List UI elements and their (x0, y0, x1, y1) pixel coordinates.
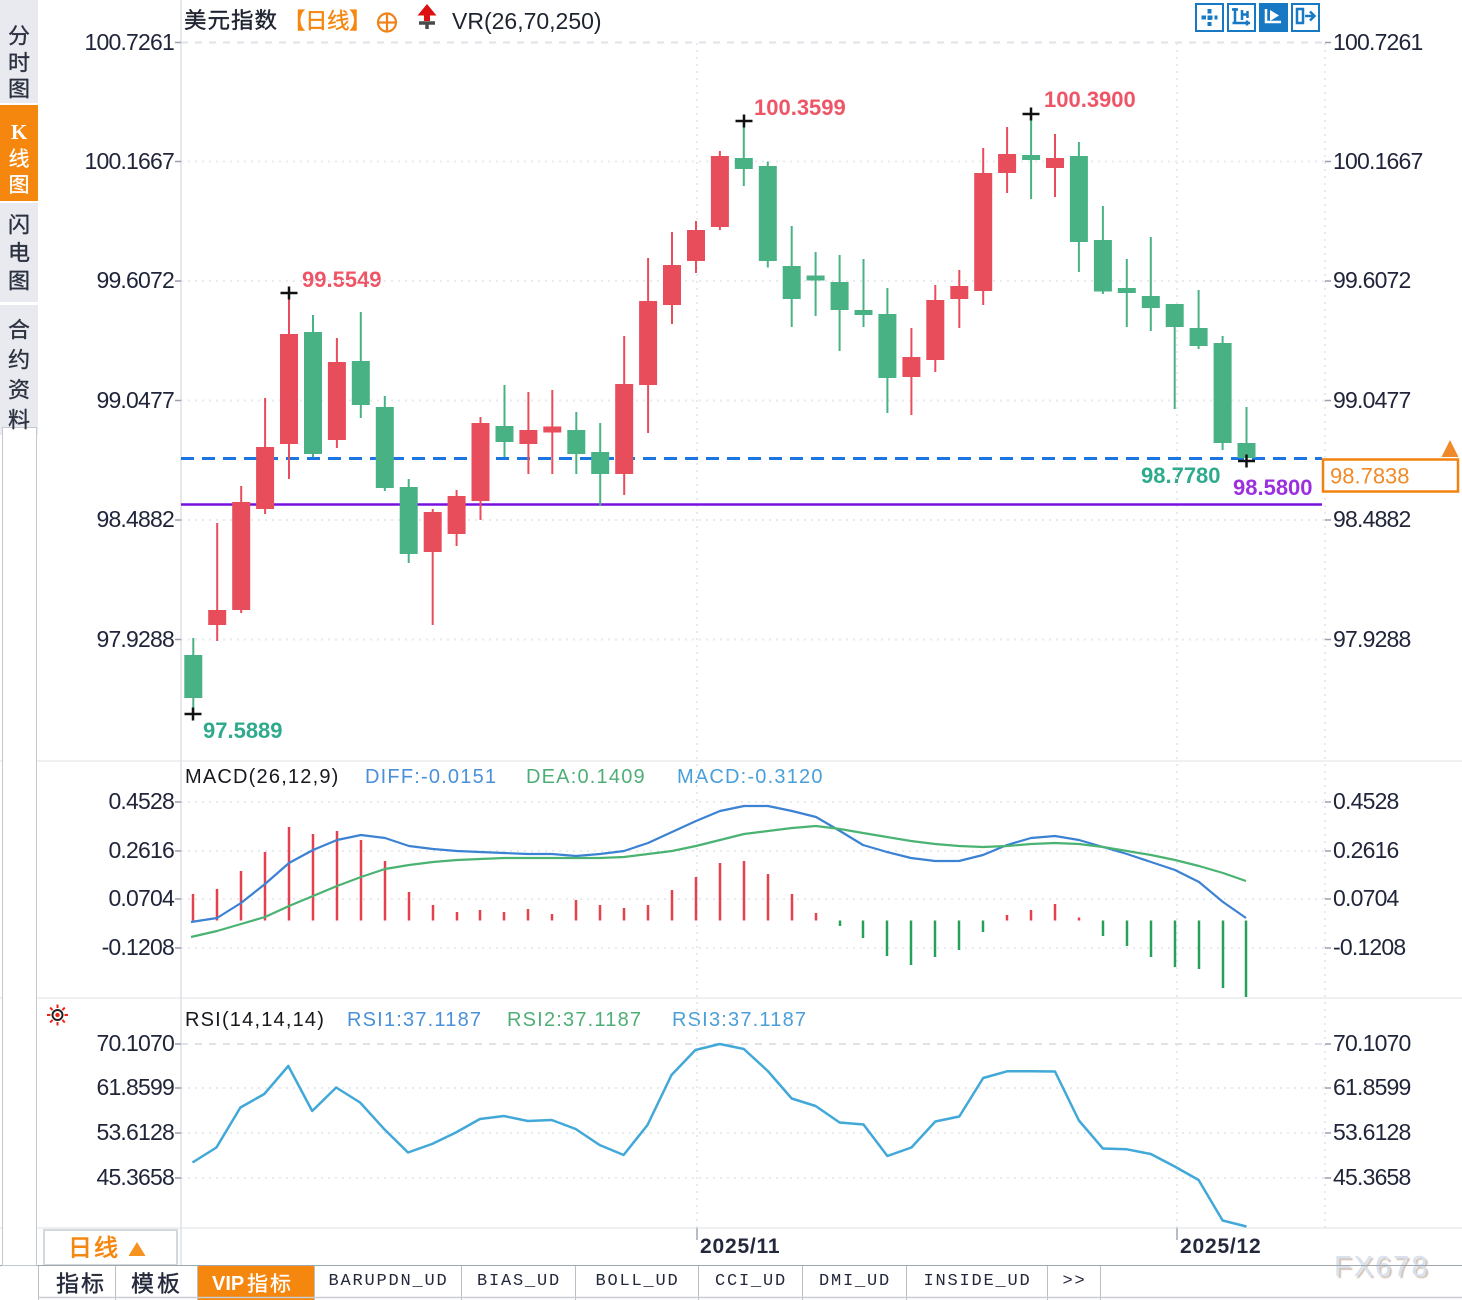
svg-text:VIP: VIP (212, 1273, 244, 1295)
svg-text:K: K (11, 120, 28, 144)
svg-text:98.7838: 98.7838 (1330, 464, 1410, 489)
